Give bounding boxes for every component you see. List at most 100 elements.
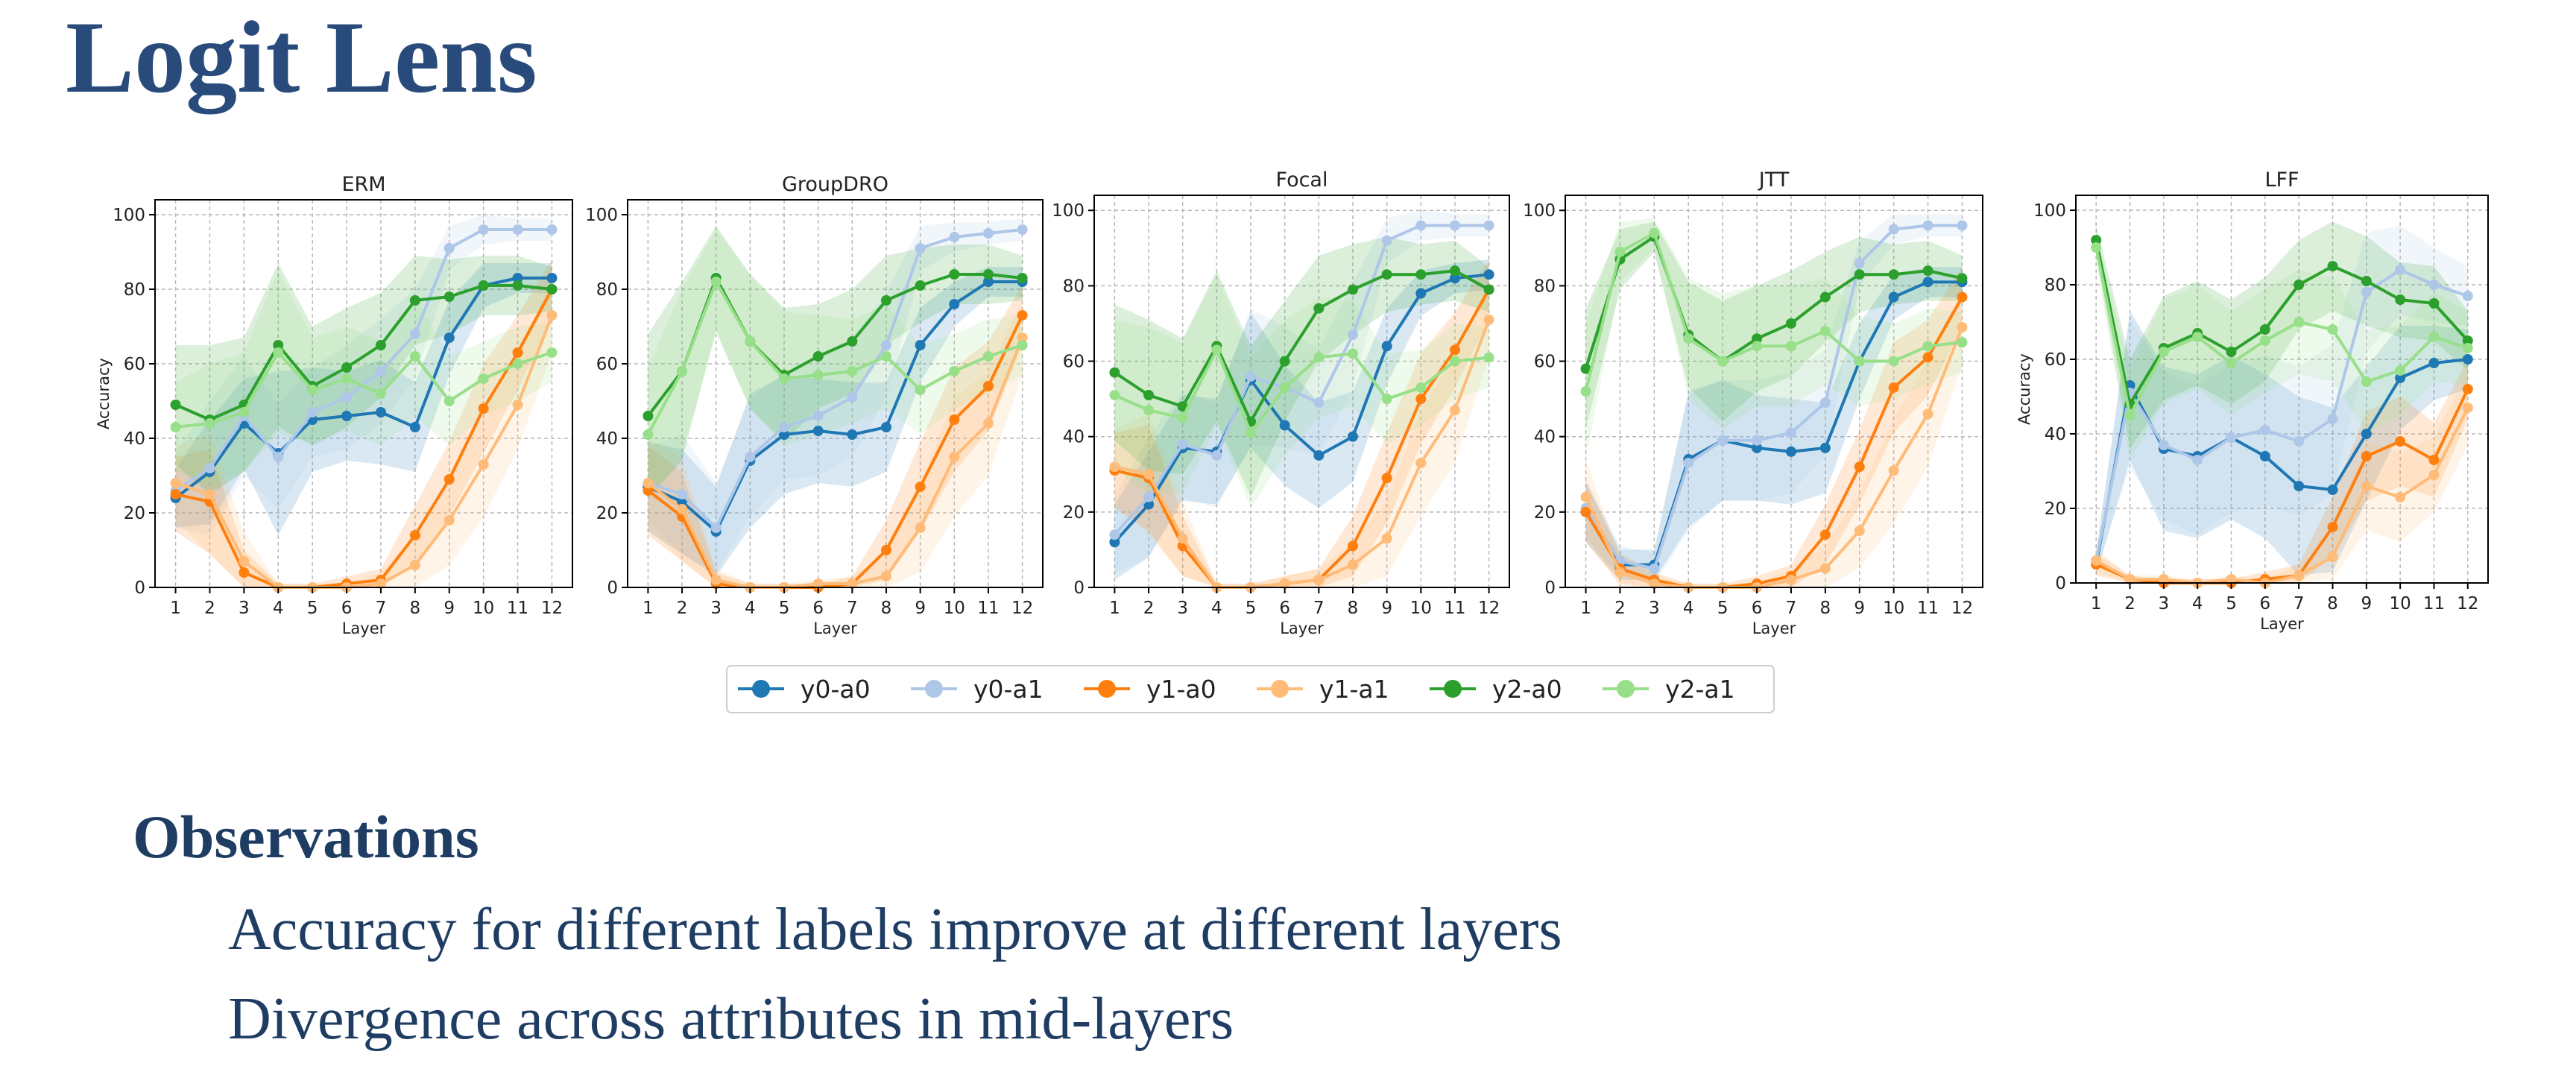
y-tick-label: 20 — [596, 504, 618, 523]
point-y2-a1 — [880, 351, 891, 362]
point-y1-a1 — [512, 400, 523, 410]
point-y1-a1 — [1483, 314, 1494, 325]
y-tick-label: 100 — [113, 206, 145, 225]
point-y1-a1 — [1109, 461, 1120, 473]
point-y2-a1 — [1752, 341, 1763, 352]
chart-title: Focal — [1276, 168, 1328, 192]
point-y2-a1 — [1683, 333, 1694, 344]
point-y2-a1 — [1649, 227, 1660, 239]
point-y2-a1 — [2462, 343, 2473, 353]
plot-frame — [2075, 195, 2489, 584]
observation-item-2: Divergence across attributes in mid-laye… — [228, 986, 1234, 1052]
point-y1-a0 — [1017, 310, 1028, 321]
point-y0-a1 — [2259, 425, 2270, 435]
y-tick-label: 0 — [1544, 578, 1556, 598]
point-y1-a0 — [915, 482, 926, 492]
slide-title: Logit Lens — [66, 0, 537, 114]
point-y0-a1 — [1246, 370, 1257, 382]
x-tick-label: 1 — [643, 599, 654, 618]
point-y2-a1 — [1819, 326, 1831, 337]
point-y1-a0 — [1449, 344, 1460, 356]
point-y1-a1 — [710, 575, 722, 585]
point-y0-a1 — [2192, 455, 2203, 465]
y-tick-label: 40 — [2045, 425, 2066, 444]
observation-item-1: Accuracy for different labels improve at… — [228, 897, 1562, 962]
point-y1-a1 — [204, 489, 215, 499]
point-y0-a1 — [1649, 563, 1660, 574]
point-y2-a0 — [1785, 318, 1796, 329]
legend-marker-y1-a1 — [1271, 680, 1289, 698]
point-y0-a0 — [2428, 358, 2440, 368]
point-y2-a1 — [2158, 347, 2169, 357]
point-y0-a1 — [982, 228, 994, 239]
point-y2-a1 — [982, 351, 994, 362]
point-y2-a1 — [949, 366, 960, 376]
point-y0-a0 — [880, 422, 891, 432]
point-y2-a1 — [847, 366, 858, 376]
point-y2-a1 — [1854, 356, 1865, 367]
band-y0-a0 — [2096, 311, 2468, 575]
point-y1-a1 — [812, 578, 824, 589]
band-y2-a1 — [2096, 233, 2468, 460]
point-y1-a1 — [2327, 552, 2338, 562]
point-y2-a0 — [982, 269, 994, 280]
point-y1-a1 — [2226, 574, 2237, 584]
x-tick-label: 5 — [2226, 594, 2237, 614]
point-y1-a1 — [1614, 567, 1626, 578]
point-y0-a1 — [2428, 280, 2440, 290]
point-y0-a1 — [779, 422, 790, 432]
point-y1-a0 — [2361, 451, 2372, 461]
point-y1-a1 — [982, 418, 994, 429]
x-tick-label: 4 — [1683, 599, 1694, 618]
point-y1-a0 — [409, 530, 420, 540]
point-y1-a0 — [1888, 382, 1899, 393]
point-y1-a1 — [949, 452, 960, 462]
point-y1-a0 — [512, 347, 523, 358]
point-y0-a0 — [2294, 481, 2305, 491]
point-y1-a1 — [1313, 574, 1325, 585]
point-y2-a1 — [239, 407, 250, 417]
x-tick-label: 1 — [2091, 594, 2102, 614]
point-y0-a1 — [341, 392, 353, 403]
point-y0-a0 — [1483, 269, 1494, 280]
point-y1-a1 — [409, 560, 420, 570]
point-y0-a0 — [1279, 420, 1290, 431]
x-axis-label: Layer — [1752, 619, 1796, 637]
legend-label-y2-a1: y2-a1 — [1665, 675, 1735, 704]
point-y2-a0 — [1957, 273, 1968, 284]
point-y0-a0 — [677, 496, 688, 507]
band-y0-a0 — [648, 267, 1023, 576]
point-y0-a0 — [1381, 341, 1392, 352]
x-tick-label: 7 — [376, 599, 387, 618]
point-y2-a0 — [1752, 333, 1763, 344]
series-line-y0-a0 — [647, 280, 1023, 533]
point-y1-a0 — [478, 403, 489, 414]
point-y2-a1 — [812, 370, 824, 380]
x-tick-label: 7 — [1313, 599, 1325, 618]
point-y1-a1 — [1381, 533, 1392, 544]
x-tick-label: 1 — [1109, 599, 1120, 618]
y-tick-label: 40 — [1063, 428, 1085, 447]
point-y2-a1 — [745, 336, 756, 347]
point-y2-a0 — [170, 400, 181, 410]
x-tick-label: 9 — [1381, 599, 1392, 618]
point-y1-a0 — [1580, 506, 1591, 517]
x-tick-label: 8 — [1820, 599, 1831, 618]
point-y0-a0 — [2327, 485, 2338, 495]
point-y0-a1 — [409, 329, 420, 339]
point-y0-a1 — [677, 489, 688, 499]
point-y0-a1 — [2226, 432, 2237, 443]
point-y2-a0 — [273, 340, 284, 350]
x-tick-label: 10 — [473, 599, 494, 618]
band-y1-a1 — [648, 300, 1023, 587]
x-tick-label: 11 — [507, 599, 528, 618]
point-y2-a1 — [2091, 242, 2102, 253]
point-y0-a0 — [1785, 446, 1796, 457]
x-tick-label: 3 — [1177, 599, 1188, 618]
series-line-y0-a0 — [1113, 273, 1489, 543]
point-y2-a1 — [1580, 386, 1591, 397]
y-tick-label: 20 — [1534, 503, 1556, 523]
x-tick-label: 5 — [1246, 599, 1257, 618]
y-tick-label: 20 — [1063, 503, 1085, 523]
